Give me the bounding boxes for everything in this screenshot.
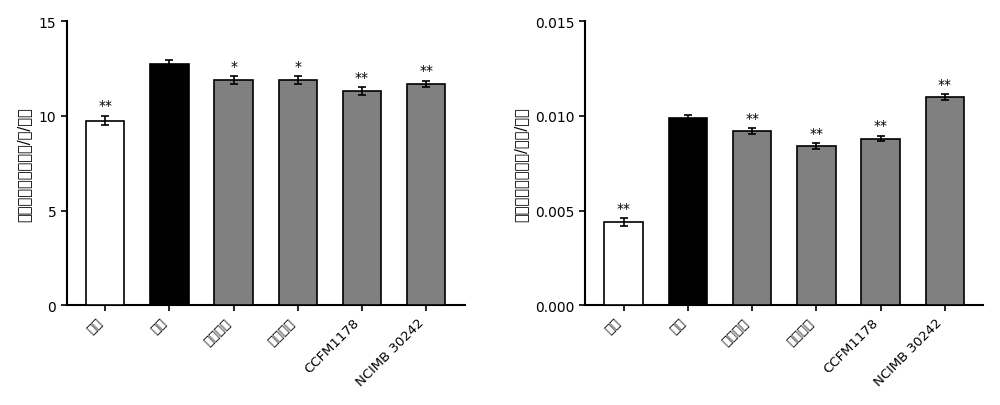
Bar — [926, 98, 964, 305]
Text: **: ** — [874, 119, 888, 133]
Text: **: ** — [355, 71, 369, 85]
Bar — [733, 132, 771, 305]
Text: *: * — [230, 60, 237, 73]
Bar — [861, 139, 900, 305]
Bar — [669, 119, 707, 305]
Bar — [343, 92, 381, 305]
Bar — [86, 122, 124, 305]
Text: **: ** — [617, 201, 631, 215]
Bar — [797, 147, 836, 305]
Bar — [150, 65, 189, 305]
Y-axis label: 每日饮食摄入（千卡/天/只）: 每日饮食摄入（千卡/天/只） — [17, 107, 32, 221]
Text: **: ** — [809, 127, 823, 141]
Text: *: * — [294, 60, 301, 73]
Text: **: ** — [745, 111, 759, 126]
Text: **: ** — [419, 64, 433, 78]
Bar — [407, 85, 445, 305]
Bar — [214, 81, 253, 305]
Text: **: ** — [98, 99, 112, 113]
Y-axis label: 能量转化效率（克/千卡/只）: 能量转化效率（克/千卡/只） — [513, 107, 528, 221]
Bar — [604, 222, 643, 305]
Text: **: ** — [938, 77, 952, 92]
Bar — [279, 81, 317, 305]
